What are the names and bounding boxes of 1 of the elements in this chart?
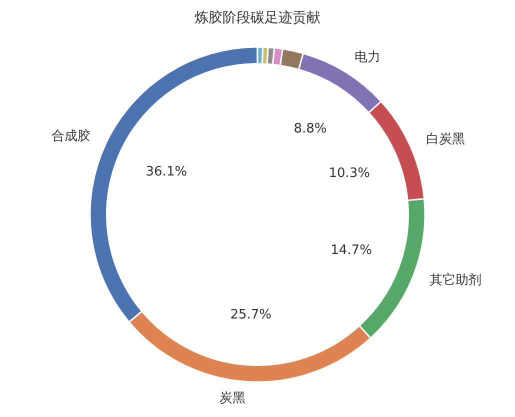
title: 炼胶阶段碳足迹贡献 [194, 10, 320, 26]
